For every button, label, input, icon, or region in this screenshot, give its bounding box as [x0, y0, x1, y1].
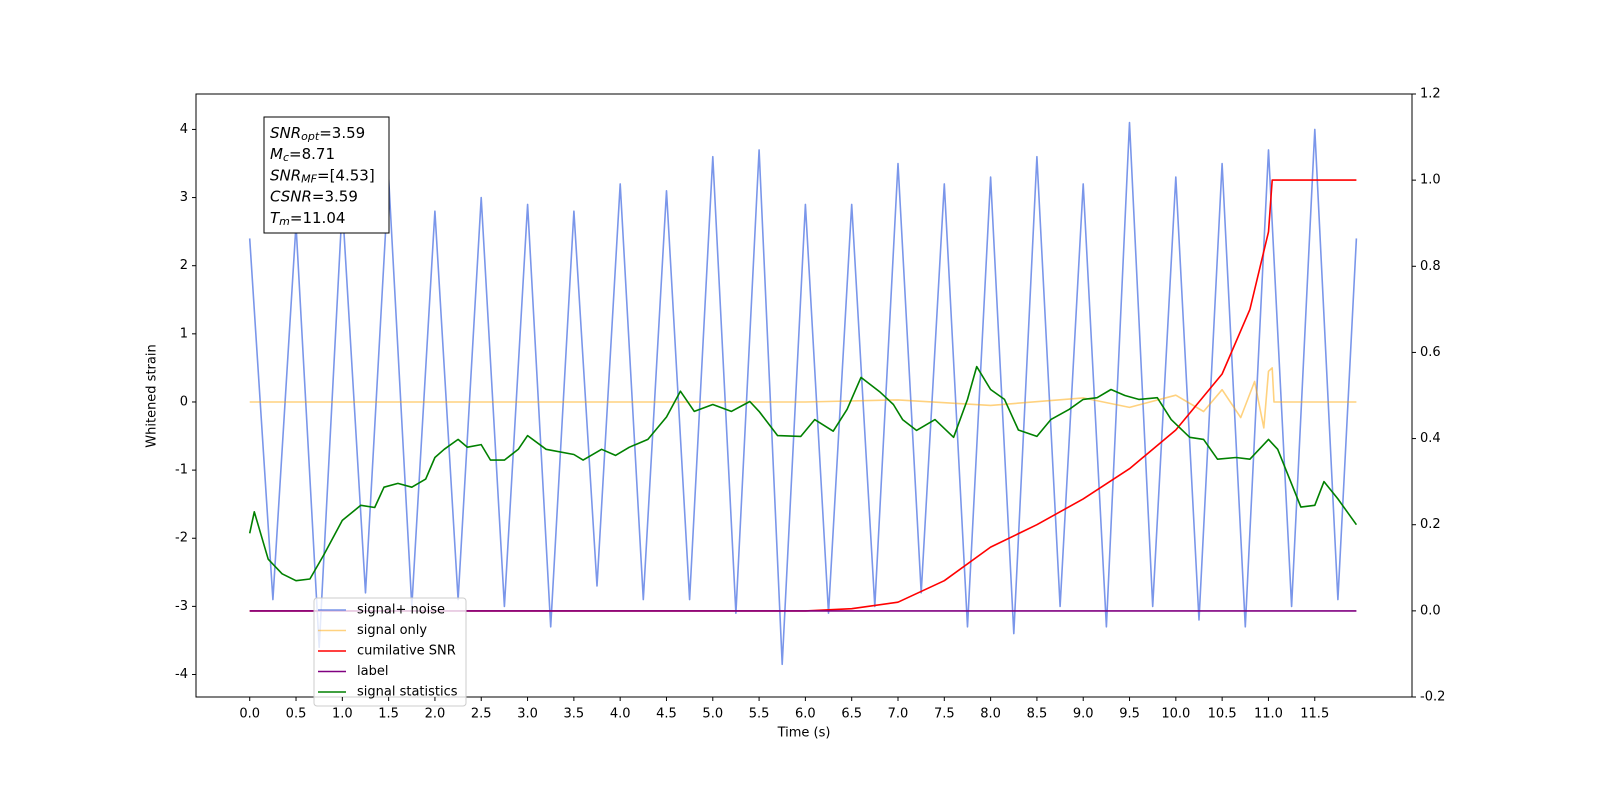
y-tick-label: -4 [175, 667, 188, 682]
info-subscript: MF [301, 172, 317, 185]
info-line: CSNR=3.59 [270, 187, 358, 205]
info-line: Tm=11.04 [270, 208, 345, 228]
legend: signal+ noise signal only cumilative SNR la… [313, 597, 467, 707]
info-symbol: SNR [270, 124, 301, 142]
x-tick-label: 5.5 [749, 707, 770, 722]
x-tick-label: 8.0 [980, 707, 1001, 722]
x-tick-label: 0.5 [286, 707, 307, 722]
y-axis-label: Whitened strain [145, 344, 160, 447]
y2-tick-label: 1.2 [1420, 87, 1441, 102]
x-tick-label: 7.5 [934, 707, 955, 722]
y2-tick-label: 0.0 [1420, 603, 1441, 618]
y-tick-label: -2 [175, 531, 188, 546]
x-tick-label: 8.5 [1027, 707, 1048, 722]
legend-label: signal+ noise [357, 603, 445, 618]
y-tick-label: 3 [180, 190, 188, 205]
y2-tick-label: 0.2 [1420, 517, 1441, 532]
info-line: Mc=8.71 [270, 145, 335, 165]
info-value: =[4.53] [317, 166, 375, 184]
info-subscript: opt [301, 130, 320, 143]
y2-tick-label: -0.2 [1420, 690, 1445, 705]
x-tick-label: 7.0 [888, 707, 909, 722]
x-tick-label: 2.5 [471, 707, 492, 722]
legend-label: label [357, 664, 388, 679]
info-line: SNRopt=3.59 [270, 124, 365, 144]
series-line [248, 121, 1358, 666]
x-tick-label: 11.0 [1254, 707, 1283, 722]
info-box: SNRopt=3.59Mc=8.71SNRMF=[4.53]CSNR=3.59T… [263, 116, 390, 234]
info-line: SNRMF=[4.53] [270, 166, 375, 186]
legend-label: signal only [357, 623, 427, 638]
x-axis-label: Time (s) [777, 726, 831, 741]
x-tick-label: 3.0 [517, 707, 538, 722]
x-tick-label: 9.5 [1119, 707, 1140, 722]
y2-tick-label: 0.4 [1420, 431, 1441, 446]
info-frame [263, 116, 390, 234]
info-symbol: M [270, 145, 283, 163]
x-tick-label: 9.0 [1073, 707, 1094, 722]
y-tick-label: -1 [175, 463, 188, 478]
y-tick-label: 0 [180, 394, 188, 409]
x-tick-label: 2.0 [425, 707, 446, 722]
y2-tick-label: 1.0 [1420, 173, 1441, 188]
x-tick-label: 0.0 [239, 707, 260, 722]
y-tick-label: 1 [180, 326, 188, 341]
y-tick-label: 4 [180, 122, 188, 137]
info-symbol: SNR [270, 166, 301, 184]
x-tick-label: 11.5 [1300, 707, 1329, 722]
x-tick-label: 4.5 [656, 707, 677, 722]
axes-frame [195, 93, 1413, 698]
x-tick-label: 10.0 [1161, 707, 1190, 722]
y-tick-label: 2 [180, 258, 188, 273]
x-tick-label: 6.0 [795, 707, 816, 722]
y-tick-label: -3 [175, 599, 188, 614]
legend-label: signal statistics [357, 685, 458, 700]
x-tick-label: 3.5 [564, 707, 585, 722]
legend-label: cumilative SNR [357, 644, 456, 659]
x-tick-label: 5.0 [702, 707, 723, 722]
x-tick-label: 6.5 [841, 707, 862, 722]
info-subscript: m [279, 215, 290, 228]
info-value: =3.59 [312, 187, 358, 205]
info-value: =11.04 [290, 208, 346, 226]
x-tick-label: 1.5 [378, 707, 399, 722]
legend-frame [313, 597, 467, 707]
series-line [249, 179, 1357, 612]
series-line [248, 365, 1358, 582]
y2-tick-label: 0.8 [1420, 259, 1441, 274]
series-line [249, 367, 1357, 429]
info-subscript: c [283, 151, 289, 164]
info-symbol: CSNR [270, 187, 312, 205]
x-tick-label: 1.0 [332, 707, 353, 722]
x-tick-label: 4.0 [610, 707, 631, 722]
info-value: =8.71 [289, 145, 335, 163]
x-tick-label: 10.5 [1208, 707, 1237, 722]
info-symbol: T [270, 208, 281, 226]
y2-tick-label: 0.6 [1420, 345, 1441, 360]
info-value: =3.59 [319, 124, 365, 142]
